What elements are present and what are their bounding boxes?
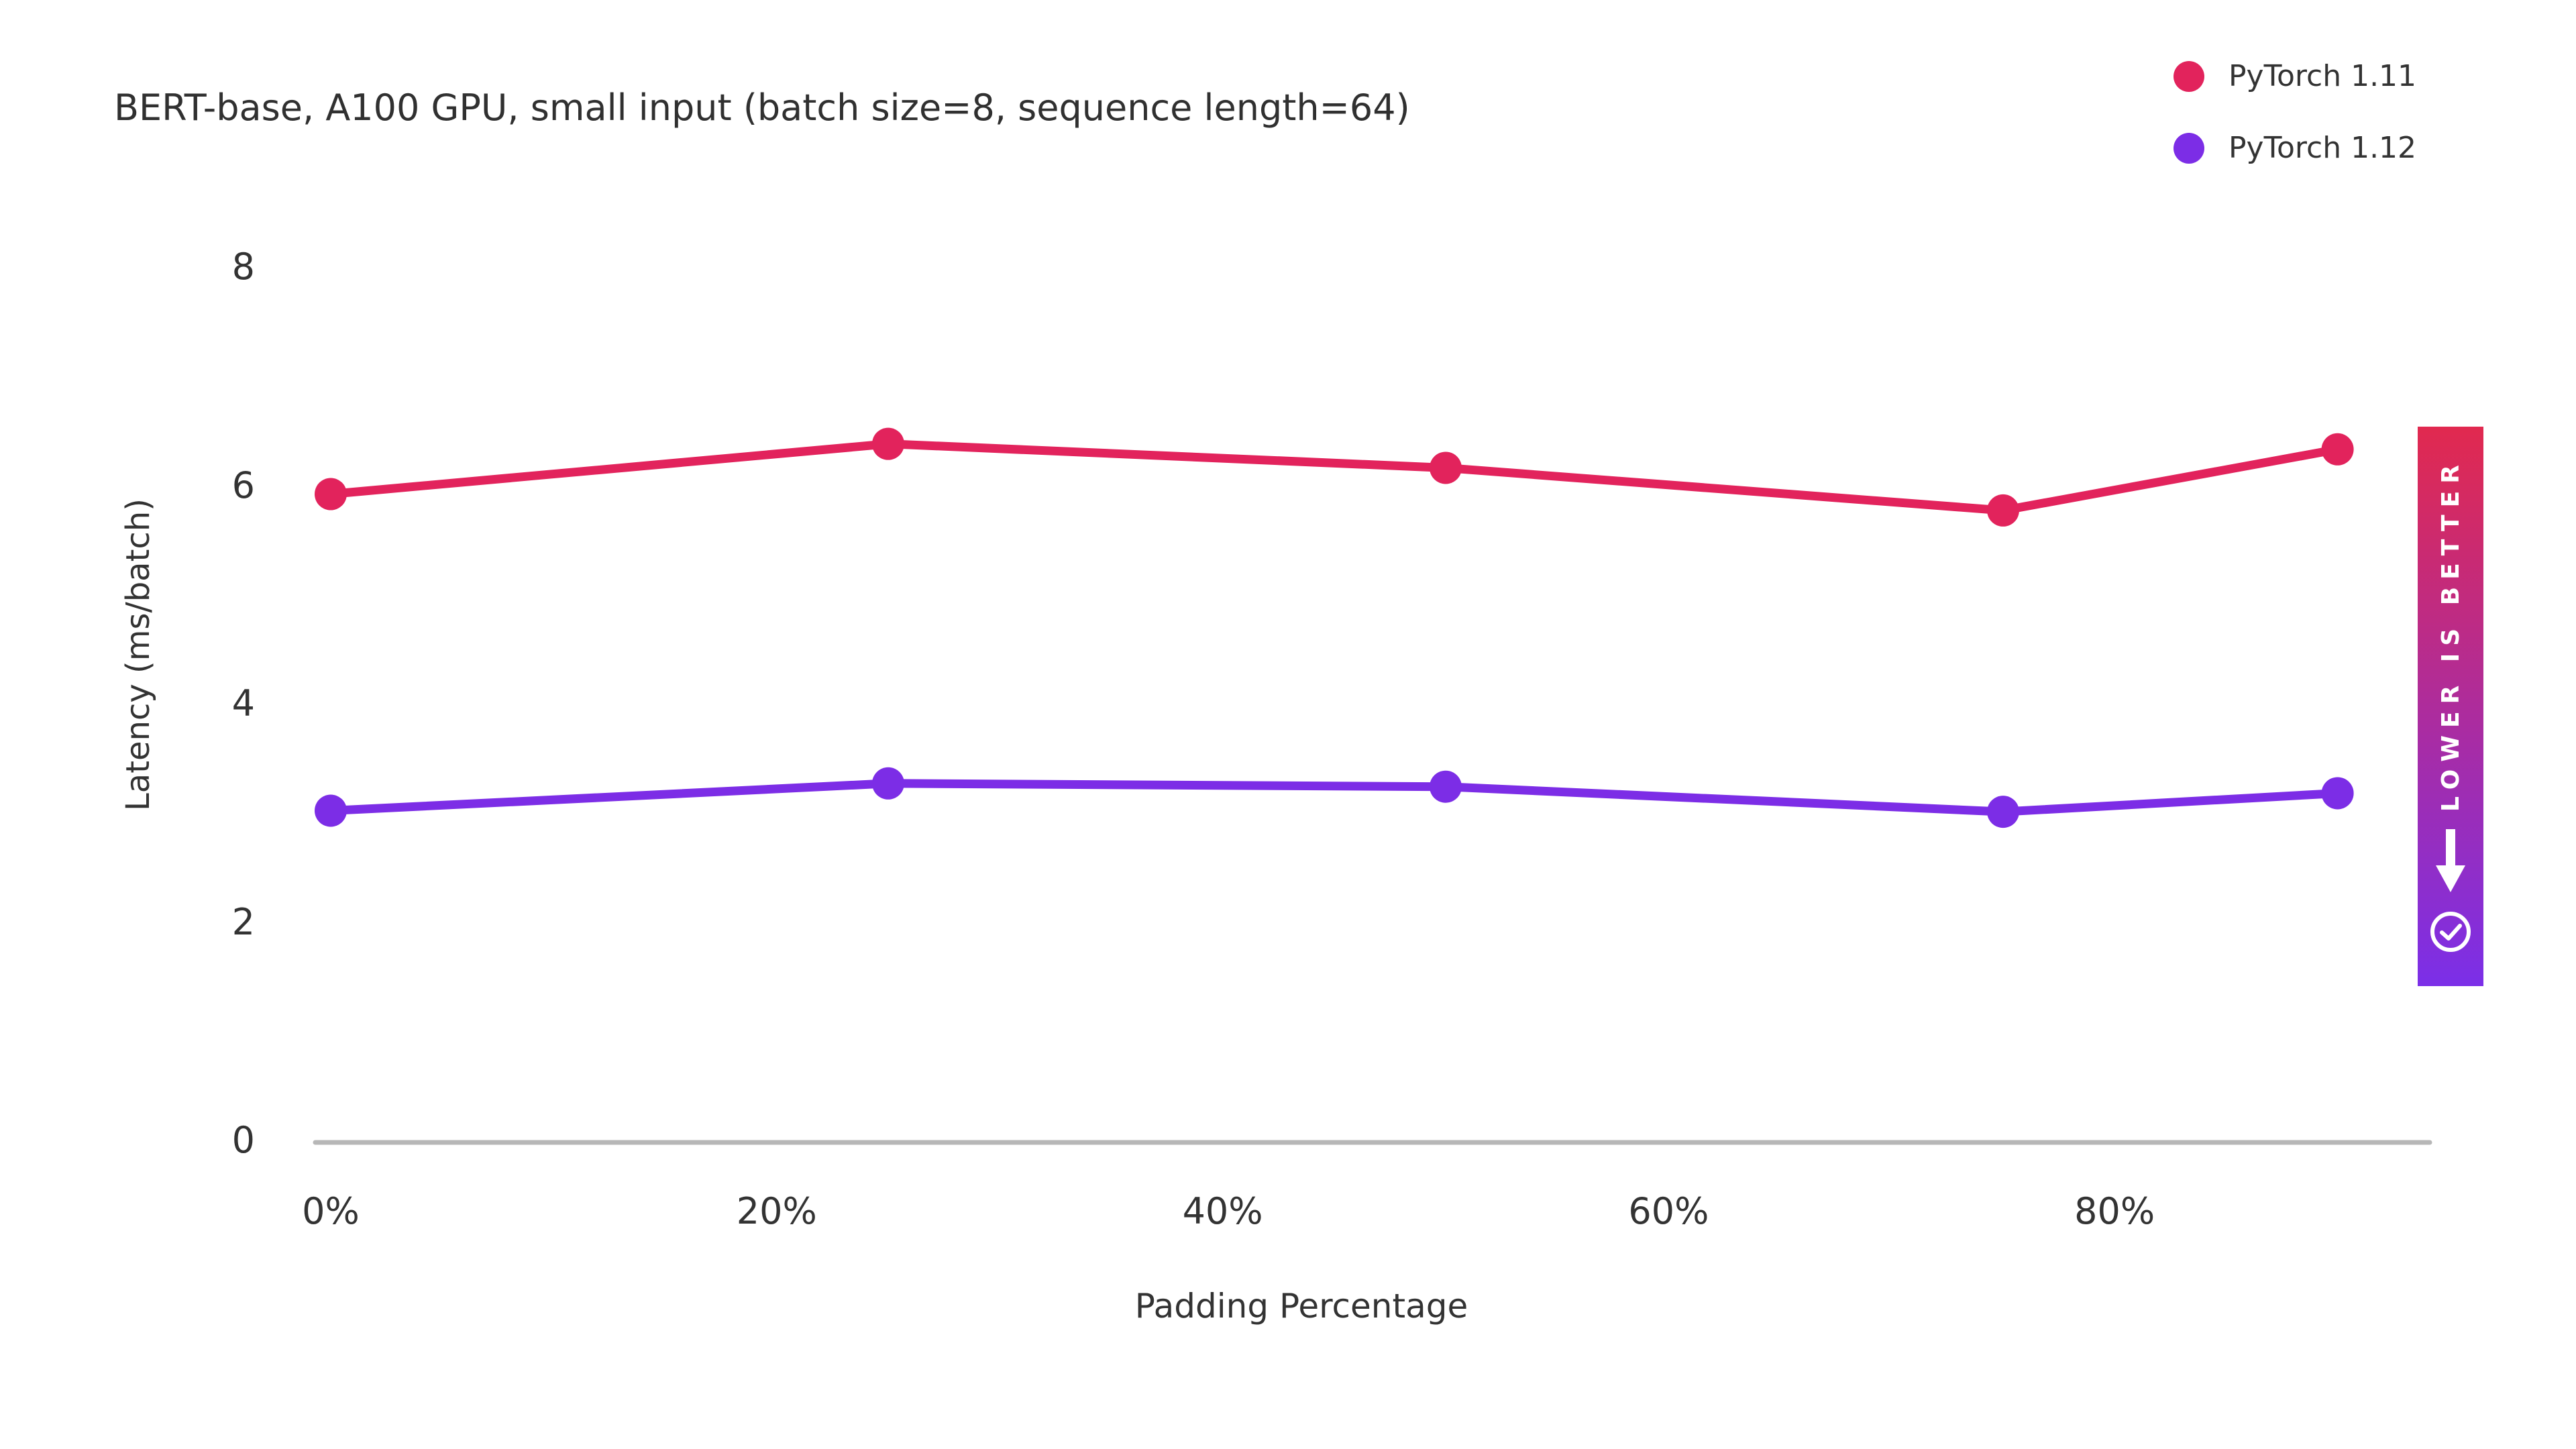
data-point[interactable] <box>1430 451 1462 484</box>
x-tick-label: 40% <box>1182 1190 1263 1232</box>
y-tick-label: 2 <box>231 900 255 943</box>
y-tick-label: 6 <box>231 464 255 506</box>
y-tick-label: 0 <box>231 1119 255 1161</box>
data-point[interactable] <box>1987 796 2019 828</box>
x-axis-title: Padding Percentage <box>1134 1287 1468 1326</box>
chart-title: BERT-base, A100 GPU, small input (batch … <box>114 87 1410 129</box>
x-tick-label: 0% <box>302 1190 360 1232</box>
legend: PyTorch 1.11 PyTorch 1.12 <box>2174 59 2416 165</box>
data-point[interactable] <box>315 794 347 827</box>
x-tick-label: 80% <box>2074 1190 2155 1232</box>
data-point[interactable] <box>872 767 904 800</box>
lower-is-better-banner: LOWER IS BETTER <box>2418 427 2483 986</box>
legend-dot-icon <box>2174 132 2204 164</box>
series-line-0 <box>326 439 2343 515</box>
down-arrow-icon <box>2436 828 2465 892</box>
data-point[interactable] <box>1430 770 1462 803</box>
series-line-1 <box>326 779 2343 816</box>
legend-item-1[interactable]: PyTorch 1.12 <box>2174 131 2416 165</box>
y-tick-label: 8 <box>231 246 255 288</box>
lower-is-better-label: LOWER IS BETTER <box>2436 458 2465 812</box>
data-point[interactable] <box>315 478 347 511</box>
legend-item-0[interactable]: PyTorch 1.11 <box>2174 59 2416 93</box>
data-point[interactable] <box>872 427 904 460</box>
x-tick-label: 20% <box>736 1190 817 1232</box>
check-circle-icon <box>2430 911 2471 952</box>
data-point[interactable] <box>2321 433 2354 466</box>
legend-dot-icon <box>2174 60 2204 92</box>
data-point[interactable] <box>1987 494 2019 527</box>
x-tick-label: 60% <box>1628 1190 1709 1232</box>
data-point[interactable] <box>2321 777 2354 810</box>
y-tick-label: 4 <box>231 682 255 724</box>
legend-label: PyTorch 1.11 <box>2229 59 2417 93</box>
legend-label: PyTorch 1.12 <box>2229 131 2417 165</box>
